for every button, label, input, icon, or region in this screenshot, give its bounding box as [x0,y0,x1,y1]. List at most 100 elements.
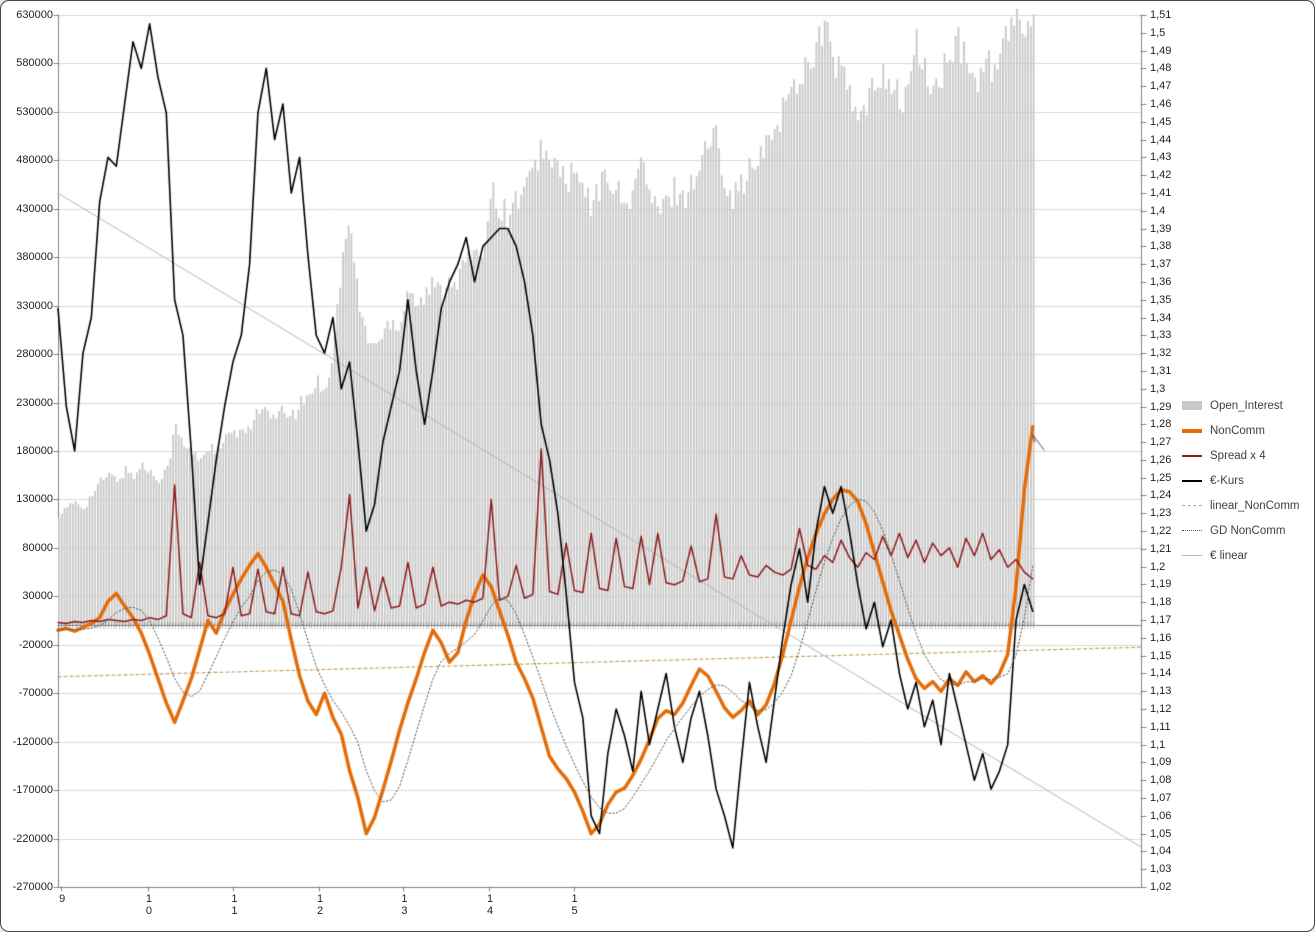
left-axis-tick-label: 80000 [22,541,53,554]
right-axis-tick-label: 1,02 [1150,881,1172,893]
left-axis-tick-label: 430000 [16,202,53,215]
right-axis-tick-label: 1,17 [1150,614,1172,627]
right-axis-tick-label: 1,18 [1150,596,1172,609]
right-axis-tick-label: 1,43 [1150,151,1172,164]
left-axis-tick-label: -270000 [12,881,53,893]
right-axis-tick-label: 1,27 [1150,436,1172,449]
right-axis-tick-label: 1,23 [1150,507,1172,520]
legend-item: linear_NonComm [1182,493,1312,518]
left-axis-tick-label: -220000 [12,832,53,845]
left-axis-tick-label: 480000 [16,154,53,167]
right-axis-tick-label: 1,31 [1150,364,1172,377]
left-axis-tick-label: 580000 [16,57,53,70]
left-axis-tick-label: -120000 [12,735,53,748]
right-axis-tick-label: 1,09 [1150,756,1172,769]
legend-swatch-dotted-icon [1182,530,1204,531]
right-axis-tick-label: 1,46 [1150,97,1172,110]
right-axis-tick-label: 1,4 [1150,204,1166,217]
legend-swatch-thickline-icon [1182,428,1204,433]
right-axis-tick-label: 1,16 [1150,631,1172,644]
left-axis-tick-label: 230000 [16,396,53,409]
right-axis-tick-label: 1,5 [1150,26,1166,39]
right-axis-tick-label: 1,07 [1150,792,1172,805]
right-axis-tick-label: 1,45 [1150,115,1172,128]
right-axis-tick-label: 1,11 [1150,720,1171,733]
left-axis-tick-label: 30000 [22,590,53,603]
legend-label: € linear [1210,549,1248,562]
right-axis-tick-label: 1,35 [1150,293,1172,306]
legend-item: NonComm [1182,418,1312,443]
right-axis-tick-label: 1,03 [1150,863,1172,876]
right-axis-tick-label: 1,42 [1150,169,1172,182]
right-axis-tick-label: 1,21 [1150,542,1172,555]
right-axis-tick-label: 1,25 [1150,471,1172,484]
right-axis-tick-label: 1,38 [1150,240,1172,253]
right-axis-tick-label: 1,29 [1150,400,1172,413]
legend-label: Spread x 4 [1210,449,1266,462]
right-axis-tick-label: 1,49 [1150,44,1172,57]
right-axis-tick-label: 1,2 [1150,560,1166,573]
right-axis-tick-label: 1,05 [1150,827,1172,840]
legend-item: Open_Interest [1182,393,1312,418]
x-axis-tick-label: 1 5 [571,893,578,917]
right-axis-tick-label: 1,37 [1150,258,1172,271]
right-axis-tick-label: 1,3 [1150,382,1166,395]
right-axis-tick-label: 1,13 [1150,685,1172,698]
right-axis-tick-label: 1,24 [1150,489,1172,502]
right-axis-tick-label: 1,41 [1150,186,1172,199]
legend-label: GD NonComm [1210,524,1286,537]
legend-swatch-dashed-icon [1182,505,1204,506]
right-axis-tick-label: 1,08 [1150,774,1172,787]
right-axis-tick-label: 1,12 [1150,703,1172,716]
right-axis-tick-label: 1,47 [1150,80,1172,93]
right-axis-tick-label: 1,14 [1150,667,1172,680]
legend-item: GD NonComm [1182,518,1312,543]
left-axis-tick-label: 280000 [16,348,53,361]
right-axis-tick-label: 1,1 [1150,738,1166,751]
legend-label: NonComm [1210,424,1265,437]
right-axis-tick-label: 1,39 [1150,222,1172,235]
left-axis-tick-label: 630000 [16,9,53,21]
legend-item: Spread x 4 [1182,443,1312,468]
right-axis-tick-label: 1,06 [1150,809,1172,822]
x-axis-tick-label: 9 [59,893,66,905]
left-axis-tick-label: 180000 [16,445,53,457]
legend-swatch-line-icon [1182,454,1204,457]
right-axis-tick-label: 1,26 [1150,453,1172,466]
legend-swatch-thinline-icon [1182,555,1204,556]
right-axis-tick-label: 1,19 [1150,578,1172,591]
right-axis-tick-label: 1,34 [1150,311,1172,324]
legend-item: €-Kurs [1182,468,1312,493]
right-axis-tick-label: 1,36 [1150,275,1172,288]
left-axis-tick-label: 330000 [16,299,53,312]
right-axis-tick-label: 1,04 [1150,845,1172,858]
right-axis-tick-label: 1,51 [1150,9,1172,21]
legend-label: linear_NonComm [1210,499,1300,512]
right-axis-tick-label: 1,48 [1150,62,1172,75]
x-axis-tick-label: 1 0 [145,893,152,917]
left-axis-tick-label: -20000 [18,638,53,651]
legend-label: Open_Interest [1210,399,1283,412]
right-axis-tick-label: 1,28 [1150,418,1172,431]
left-axis-tick-label: -170000 [12,784,53,797]
x-axis-tick-label: 1 2 [316,893,324,917]
left-axis-tick-label: -70000 [18,687,53,700]
left-axis-tick-label: 530000 [16,105,53,118]
x-axis-tick-label: 1 4 [486,893,494,917]
right-axis-tick-label: 1,44 [1150,133,1172,146]
legend-item: € linear [1182,543,1312,568]
legend-label: €-Kurs [1210,474,1244,487]
legend-swatch-bar-icon [1182,401,1204,410]
x-axis-tick-label: 1 3 [401,893,408,917]
left-axis-tick-label: 380000 [16,251,53,264]
right-axis-tick-label: 1,32 [1150,347,1172,360]
legend-swatch-line-icon [1182,479,1204,482]
right-axis-tick-label: 1,22 [1150,525,1172,538]
right-axis-tick-label: 1,33 [1150,329,1172,342]
left-axis-tick-label: 130000 [16,493,53,506]
right-axis-tick-label: 1,15 [1150,649,1172,662]
legend: Open_Interest NonComm Spread x 4 €-Kurs line… [1182,393,1312,568]
x-axis-tick-label: 1 1 [231,893,238,917]
